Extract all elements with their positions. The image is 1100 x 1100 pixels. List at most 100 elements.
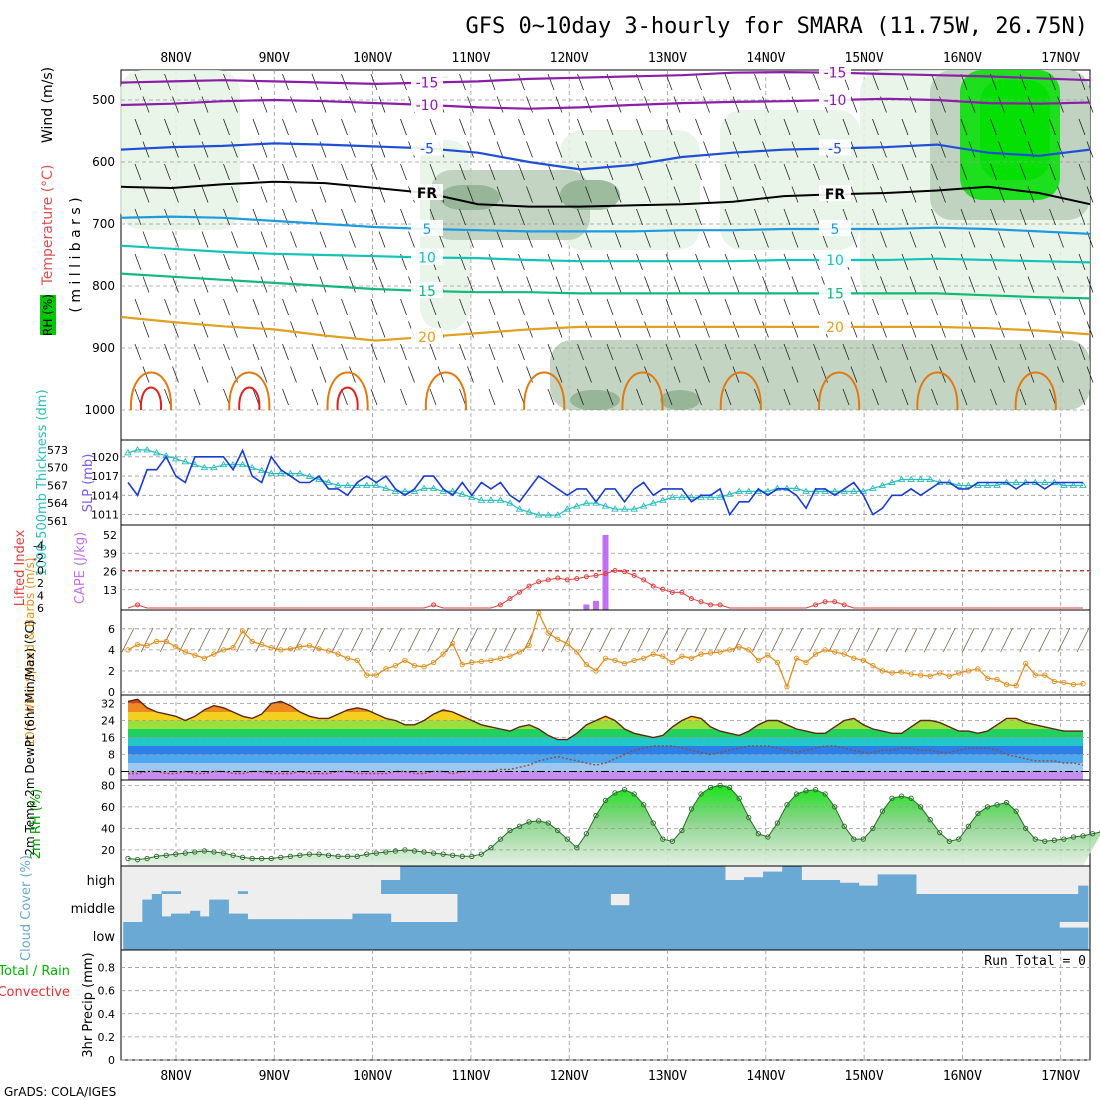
rh-line-point — [1042, 838, 1048, 844]
cloud-bar — [161, 916, 172, 922]
wind-barb — [968, 231, 976, 248]
thickness-line-point — [907, 475, 915, 482]
wind-barb — [762, 321, 769, 338]
day-label-top: 10NOV — [353, 51, 392, 66]
wind-barb — [555, 141, 563, 158]
wind-barb — [703, 96, 710, 113]
wind-barb — [400, 208, 407, 226]
isotherm-line — [120, 272, 1091, 300]
wind-barb — [260, 231, 268, 248]
cloud-bar — [677, 922, 688, 950]
cloud-bar — [199, 916, 210, 922]
cloud-bar — [1011, 922, 1022, 950]
wind-barb — [518, 298, 525, 316]
wind-tick-label: 4 — [108, 644, 115, 657]
cloud-bar — [1001, 894, 1012, 922]
cloud-bar — [467, 866, 478, 894]
wind-axis-label: Wind (m/s) — [40, 67, 56, 143]
cloud-bar — [638, 894, 650, 922]
wind-barb — [260, 96, 268, 113]
thickness-line-point — [487, 496, 495, 503]
thickness-line-point — [248, 463, 256, 471]
wind-barb — [488, 73, 496, 91]
wind-barb — [142, 141, 150, 158]
rh-line-point — [316, 851, 322, 857]
wind-barb — [665, 388, 673, 406]
wind-barb — [488, 343, 496, 361]
cloud-bar — [619, 866, 630, 894]
thickness-line-point — [573, 502, 581, 509]
wind-barb — [585, 321, 592, 338]
rh-line-point — [707, 784, 714, 791]
wind-barb — [960, 298, 968, 316]
isotherm-label-bg — [819, 219, 851, 236]
cloud-bar — [533, 894, 545, 922]
thickness-line-point — [229, 460, 237, 468]
cloud-bar — [696, 894, 707, 922]
slp-axis-label: SLP (mb) — [81, 454, 96, 513]
wind-barb — [1049, 208, 1056, 226]
wind-barb — [754, 208, 761, 226]
wind-speed-line-point — [325, 648, 332, 654]
cloud-ylabel: Cloud Cover (%) — [19, 855, 34, 961]
wind-barb — [1086, 186, 1094, 203]
cloud-bar — [390, 922, 401, 950]
wind-barb — [134, 253, 142, 271]
wind-barb — [201, 141, 209, 158]
wind-speed-line-point — [927, 673, 933, 679]
wind-barb — [311, 163, 319, 181]
cloud-bar — [486, 866, 497, 894]
day-label-bottom: 13NOV — [648, 1069, 687, 1084]
cloud-bar — [619, 922, 630, 950]
wind-barb — [193, 388, 201, 406]
temp-band — [128, 737, 1083, 746]
wind-barb — [223, 163, 230, 181]
wind-speed-line-point — [1013, 683, 1019, 689]
rh-line-point — [574, 845, 580, 851]
li-tick-label: 6 — [37, 602, 44, 615]
wind-barb — [496, 321, 504, 338]
rh-line-point — [774, 820, 781, 826]
wind-barb — [488, 118, 496, 136]
rh-line-point — [984, 804, 991, 810]
wind-tick-label: 2 — [108, 665, 115, 678]
wind-barb — [813, 298, 820, 316]
pressure-tick-label: 900 — [92, 341, 115, 355]
temp-tick-label: 32 — [101, 698, 115, 711]
wind-barb — [791, 276, 799, 293]
wind-barb — [201, 186, 209, 203]
cloud-bar — [839, 882, 850, 894]
rh-line-point — [898, 793, 905, 799]
cloud-bar — [600, 922, 611, 950]
cloud-bar — [772, 871, 783, 894]
run-total-label: Run Total = 0 — [984, 954, 1086, 969]
wind-speed-line-point — [612, 657, 618, 664]
wind-barb — [931, 118, 938, 136]
cloud-bar — [600, 894, 611, 922]
cloud-bar — [218, 899, 229, 922]
wind-barb — [960, 163, 968, 181]
isotherm-line — [120, 315, 1091, 342]
rh-line-point — [593, 812, 599, 819]
day-label-top: 16NOV — [943, 51, 982, 66]
rh-line-point — [564, 836, 570, 842]
panel-frame — [120, 949, 1091, 1061]
slp-tick-label: 1017 — [91, 470, 119, 483]
cloud-bar — [925, 894, 936, 922]
day-label-top: 8NOV — [160, 51, 191, 66]
rh-line-point — [411, 848, 418, 854]
wind-speed-line-point — [163, 638, 169, 645]
wind-barb — [872, 118, 879, 136]
wind-barb — [577, 388, 584, 406]
wind-barb — [496, 276, 504, 293]
day-label-bottom: 9NOV — [259, 1069, 290, 1084]
wind-barb — [901, 298, 909, 316]
wind-barb — [673, 231, 681, 248]
wind-barb — [193, 343, 201, 361]
wind-barb — [164, 388, 171, 406]
cloud-bar — [619, 905, 630, 922]
wind-barb-10m — [790, 627, 803, 653]
wind-barb — [695, 118, 702, 136]
precip-tick-label: 0.2 — [98, 1031, 116, 1044]
pressure-tick-label: 600 — [92, 155, 115, 169]
